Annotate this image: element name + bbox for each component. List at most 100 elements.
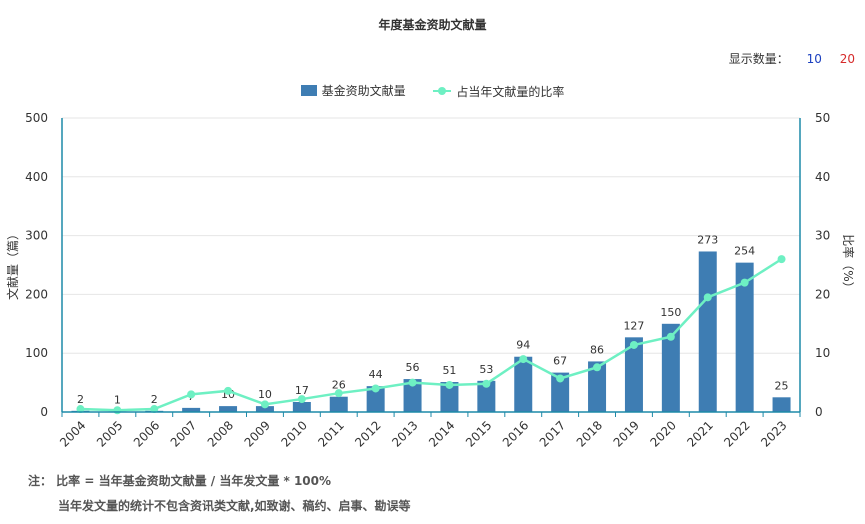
chart-title: 年度基金资助文献量 bbox=[378, 18, 487, 32]
bar bbox=[219, 406, 238, 412]
legend-bar-swatch bbox=[300, 85, 317, 96]
legend-line-swatch bbox=[433, 86, 452, 96]
bar-value-label: 56 bbox=[406, 361, 420, 374]
bar-value-label: 53 bbox=[479, 363, 493, 376]
right-axis-ticks: 0 10 20 30 40 50 bbox=[815, 111, 830, 419]
ratio-point bbox=[556, 374, 565, 383]
x-tick-label: 2018 bbox=[574, 418, 605, 449]
bar bbox=[329, 396, 348, 412]
ratio-point bbox=[371, 384, 380, 393]
right-tick-label: 20 bbox=[815, 287, 830, 301]
display-count-selector: 显示数量： 10 20 bbox=[729, 50, 855, 67]
x-tick-label: 2023 bbox=[758, 418, 789, 449]
ratio-point bbox=[408, 378, 417, 387]
bar-value-label: 254 bbox=[734, 245, 755, 258]
bar bbox=[292, 402, 311, 412]
legend-item-line[interactable]: 占当年文献量的比率 bbox=[433, 83, 564, 100]
ratio-point bbox=[334, 389, 343, 398]
bar-value-label: 150 bbox=[660, 306, 681, 319]
bar-value-labels: 2127101017264456515394678612715027325425 bbox=[77, 233, 789, 406]
left-axis-ticks: 0 100 200 300 400 500 bbox=[25, 111, 48, 419]
x-tick-label: 2016 bbox=[500, 418, 531, 449]
ratio-point bbox=[482, 379, 491, 388]
bar-value-label: 86 bbox=[590, 343, 604, 356]
display-count-10-link[interactable]: 10 bbox=[806, 52, 822, 66]
note-exclusion: 当年发文量的统计不包含资讯类文献,如致谢、稿约、启事、勘误等 bbox=[58, 499, 411, 513]
right-tick-label: 30 bbox=[815, 229, 830, 243]
right-tick-label: 40 bbox=[815, 170, 830, 184]
ratio-point bbox=[519, 355, 528, 364]
bar-value-label: 51 bbox=[442, 364, 456, 377]
x-tick-label: 2020 bbox=[647, 418, 678, 449]
bar-value-label: 10 bbox=[258, 388, 272, 401]
bar bbox=[514, 356, 533, 412]
bar-value-label: 25 bbox=[775, 379, 789, 392]
x-tick-label: 2009 bbox=[242, 418, 273, 449]
display-count-label: 显示数量： bbox=[728, 52, 789, 66]
combo-chart: 2127101017264456515394678612715027325425… bbox=[5, 111, 856, 450]
x-axis-ticks: 2004 2005 2006 2007 2008 2009 2010 2011 2012 2013… bbox=[57, 412, 801, 450]
bar-value-label: 127 bbox=[623, 319, 644, 332]
display-count-20-link[interactable]: 20 bbox=[839, 52, 855, 66]
bar bbox=[366, 386, 385, 412]
left-tick-label: 500 bbox=[25, 111, 48, 125]
bar bbox=[403, 379, 422, 412]
bar bbox=[624, 337, 643, 412]
bar-series bbox=[71, 251, 791, 412]
x-tick-label: 2017 bbox=[537, 418, 568, 449]
ratio-point bbox=[76, 405, 85, 414]
left-axis-title: 文献量（篇） bbox=[5, 228, 20, 300]
right-axis-title: 比率（%） bbox=[841, 234, 856, 293]
x-tick-label: 2013 bbox=[389, 418, 420, 449]
note-ratio-formula: 注： 比率 = 当年基金资助文献量 / 当年发文量 * 100% bbox=[28, 474, 332, 488]
x-tick-label: 2011 bbox=[315, 418, 346, 449]
ratio-point bbox=[629, 340, 638, 349]
left-tick-label: 400 bbox=[25, 170, 48, 184]
x-tick-label: 2010 bbox=[278, 418, 309, 449]
bar-value-label: 94 bbox=[516, 339, 530, 352]
bar-value-label: 17 bbox=[295, 384, 309, 397]
bar-value-label: 67 bbox=[553, 355, 567, 368]
bar-value-label: 44 bbox=[369, 368, 383, 381]
legend-bar-label: 基金资助文献量 bbox=[321, 84, 406, 98]
ratio-point bbox=[150, 405, 159, 414]
x-tick-label: 2019 bbox=[611, 418, 642, 449]
bar bbox=[772, 397, 791, 412]
bar bbox=[735, 262, 754, 412]
ratio-point bbox=[113, 406, 122, 415]
right-tick-label: 0 bbox=[815, 405, 823, 419]
bar bbox=[255, 406, 274, 412]
legend-line-label: 占当年文献量的比率 bbox=[456, 84, 565, 99]
left-tick-label: 300 bbox=[25, 229, 48, 243]
ratio-point bbox=[593, 363, 602, 372]
ratio-point bbox=[445, 380, 454, 389]
left-tick-label: 100 bbox=[25, 346, 48, 360]
x-tick-label: 2008 bbox=[205, 418, 236, 449]
bar bbox=[588, 361, 607, 412]
bar bbox=[661, 323, 680, 412]
ratio-point bbox=[777, 255, 786, 264]
x-tick-label: 2014 bbox=[426, 418, 457, 449]
legend-item-bar[interactable]: 基金资助文献量 bbox=[300, 82, 406, 99]
ratio-point bbox=[666, 332, 675, 341]
bar bbox=[182, 407, 201, 412]
bar bbox=[440, 382, 459, 412]
x-tick-label: 2005 bbox=[94, 418, 125, 449]
x-tick-label: 2004 bbox=[57, 418, 88, 449]
x-tick-label: 2022 bbox=[721, 418, 752, 449]
right-tick-label: 50 bbox=[815, 111, 830, 125]
axes bbox=[61, 118, 801, 413]
x-tick-label: 2015 bbox=[463, 418, 494, 449]
ratio-point bbox=[297, 395, 306, 404]
ratio-point bbox=[224, 386, 233, 395]
left-tick-label: 200 bbox=[25, 287, 48, 301]
ratio-point bbox=[260, 400, 269, 409]
bar bbox=[698, 251, 717, 412]
ratio-point bbox=[703, 293, 712, 302]
x-tick-label: 2012 bbox=[352, 418, 383, 449]
ratio-point bbox=[740, 278, 749, 287]
x-tick-label: 2021 bbox=[684, 418, 715, 449]
bar-value-label: 2 bbox=[151, 393, 158, 406]
bar-value-label: 26 bbox=[332, 379, 346, 392]
bar-value-label: 273 bbox=[697, 233, 718, 246]
